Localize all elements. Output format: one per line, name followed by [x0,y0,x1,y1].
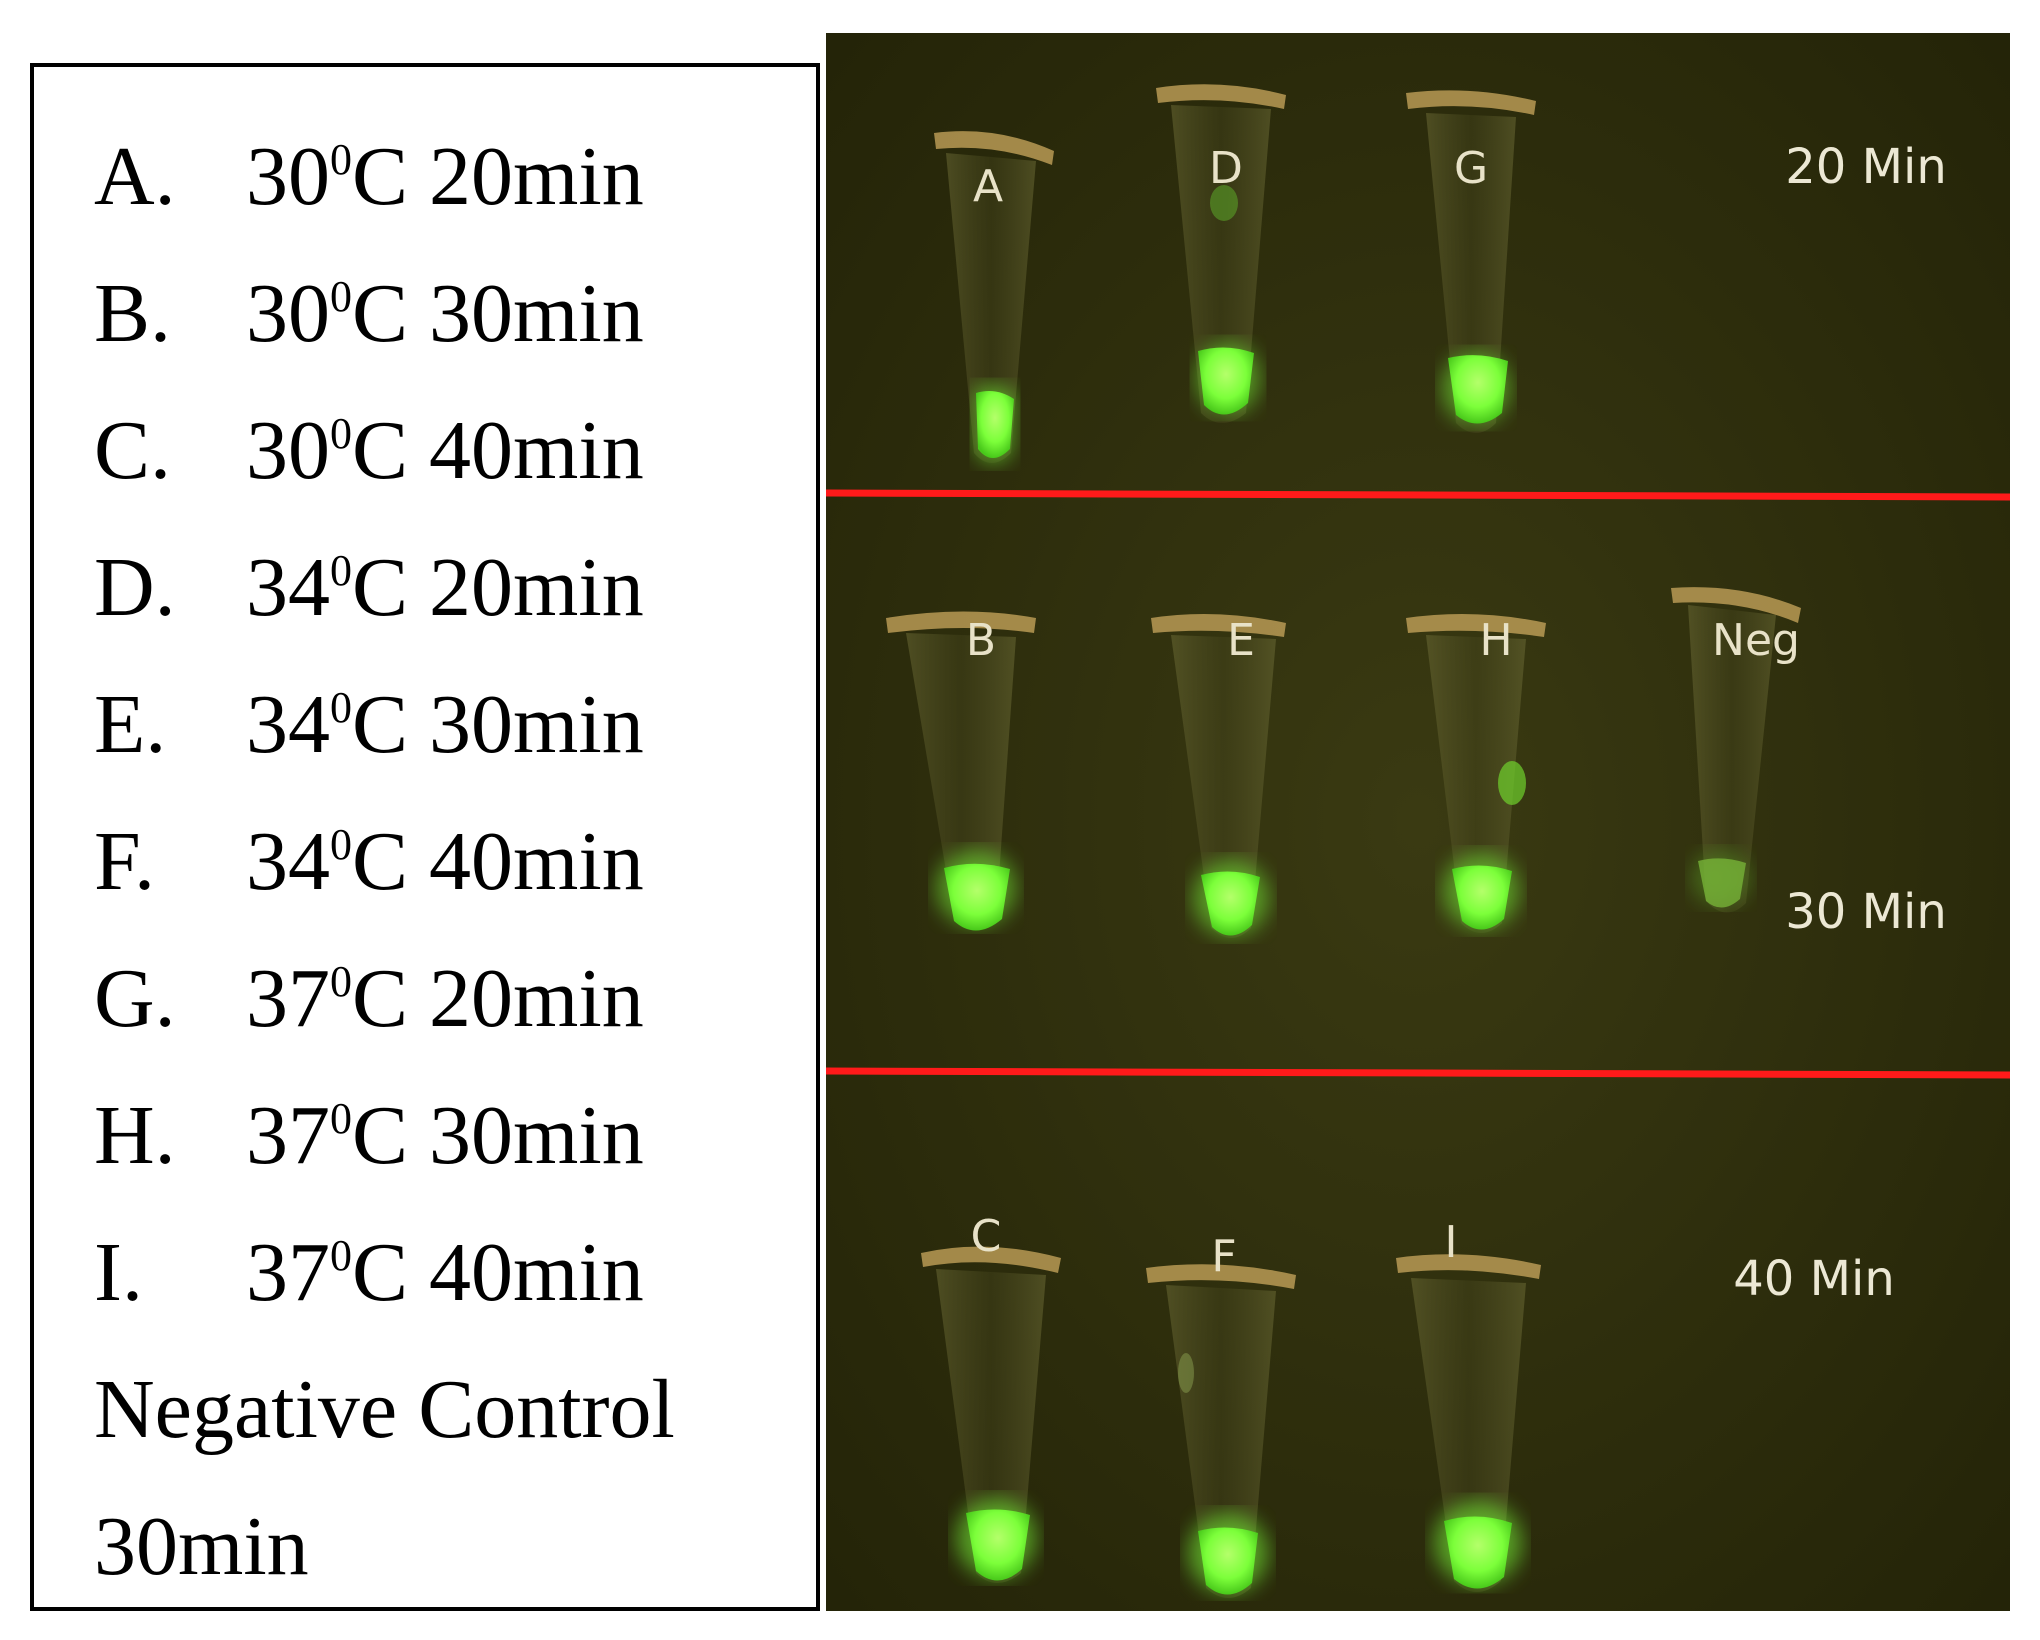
legend-letter: C. [94,404,172,497]
legend-letter: D. [94,541,176,634]
legend-letter: F. [94,815,155,908]
tube-E [1151,614,1286,938]
tube-Neg [1671,587,1801,913]
legend-condition: 300C 30min [246,267,644,360]
legend-condition: 370C 20min [246,952,644,1045]
negative-control-time: 30min [94,1500,309,1593]
time-label-20: 20 Min [1785,139,1947,195]
tube-C [921,1246,1061,1583]
tube-label-A: A [973,161,1003,212]
legend-letter: I. [94,1226,143,1319]
tube-photo-canvas: A D G B E H Neg C F I 20 Min 30 Min 40 M… [826,33,2010,1611]
legend-condition: 300C 20min [246,130,644,223]
legend-condition: 340C 20min [246,541,644,634]
tube-label-I: I [1445,1217,1458,1268]
time-label-40: 40 Min [1733,1251,1895,1307]
legend-condition: 340C 30min [246,678,644,771]
tube-I [1396,1254,1541,1592]
tube-A [934,131,1054,463]
tube-F [1146,1264,1296,1598]
tube-D [1156,84,1286,423]
time-label-30: 30 Min [1785,884,1947,940]
legend-letter: G. [94,952,176,1045]
tube-H [1406,614,1546,933]
negative-control-label: Negative Control [94,1363,675,1456]
tube-G [1406,90,1536,433]
legend-letter: A. [94,130,176,223]
tube-B [886,611,1036,931]
legend-letter: H. [94,1089,176,1182]
tube-label-C: C [971,1211,1002,1262]
tube-label-H: H [1479,615,1512,666]
tube-photo: A D G B E H Neg C F I 20 Min 30 Min 40 M… [826,33,2010,1611]
row-divider [826,1067,2010,1079]
legend-condition: 370C 30min [246,1089,644,1182]
legend-condition: 300C 40min [246,404,644,497]
legend-condition: 370C 40min [246,1226,644,1319]
legend-letter: E. [94,678,167,771]
tube-label-D: D [1209,143,1243,194]
tube-label-B: B [966,615,996,666]
legend-condition: 340C 40min [246,815,644,908]
tube-label-F: F [1211,1231,1236,1282]
tube-label-Neg: Neg [1712,615,1800,666]
tube-label-E: E [1227,615,1255,666]
legend-box: A. 300C 20min B. 300C 30min C. 300C 40mi… [30,63,820,1611]
tube-label-G: G [1454,143,1488,194]
row-divider [826,489,2010,501]
legend-letter: B. [94,267,172,360]
